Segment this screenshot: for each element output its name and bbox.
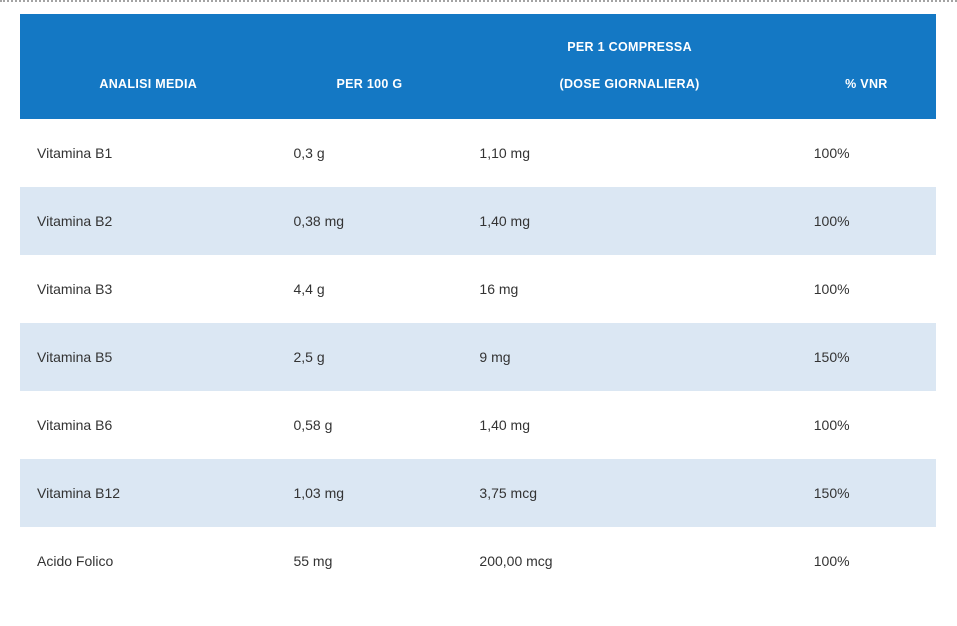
- cell-per-dose: 1,40 mg: [479, 417, 530, 433]
- table-header-row: ANALISI MEDIA PER 100 G PER 1 COMPRESSA …: [20, 14, 936, 119]
- table-row: Vitamina B6 0,58 g 1,40 mg 100%: [20, 391, 936, 459]
- cell-per-100g: 4,4 g: [293, 281, 325, 297]
- cell-vnr: 150%: [813, 349, 850, 365]
- cell-per-dose: 200,00 mcg: [479, 553, 553, 569]
- cell-per-100g: 1,03 mg: [293, 485, 345, 501]
- cell-nutrient-name: Vitamina B1: [37, 145, 113, 161]
- cell-per-dose: 9 mg: [479, 349, 511, 365]
- cell-nutrient-name: Vitamina B6: [37, 417, 113, 433]
- cell-vnr: 150%: [813, 485, 850, 501]
- col-header-label: ANALISI MEDIA: [99, 77, 198, 91]
- nutrition-table-container: ANALISI MEDIA PER 100 G PER 1 COMPRESSA …: [20, 14, 936, 595]
- cell-per-dose: 3,75 mcg: [479, 485, 537, 501]
- cell-per-dose: 16 mg: [479, 281, 519, 297]
- col-header-label: PER 1 COMPRESSA: [567, 40, 692, 54]
- col-header-per-compressa: PER 1 COMPRESSA (DOSE GIORNALIERA): [462, 14, 796, 119]
- col-header-sublabel: (DOSE GIORNALIERA): [559, 77, 700, 91]
- col-header-vnr: % VNR: [797, 14, 936, 119]
- cell-nutrient-name: Vitamina B5: [37, 349, 113, 365]
- table-row: Acido Folico 55 mg 200,00 mcg 100%: [20, 527, 936, 595]
- cell-nutrient-name: Acido Folico: [37, 553, 114, 569]
- cell-nutrient-name: Vitamina B3: [37, 281, 113, 297]
- cell-vnr: 100%: [813, 417, 850, 433]
- table-row: Vitamina B5 2,5 g 9 mg 150%: [20, 323, 936, 391]
- cell-vnr: 100%: [813, 553, 850, 569]
- cell-per-100g: 0,58 g: [293, 417, 333, 433]
- col-header-analisi-media: ANALISI MEDIA: [20, 14, 276, 119]
- nutrition-table: ANALISI MEDIA PER 100 G PER 1 COMPRESSA …: [20, 14, 936, 595]
- table-row: Vitamina B2 0,38 mg 1,40 mg 100%: [20, 187, 936, 255]
- cell-vnr: 100%: [813, 213, 850, 229]
- table-row: Vitamina B12 1,03 mg 3,75 mcg 150%: [20, 459, 936, 527]
- col-header-per-100g: PER 100 G: [276, 14, 462, 119]
- cell-per-100g: 2,5 g: [293, 349, 325, 365]
- cell-nutrient-name: Vitamina B2: [37, 213, 113, 229]
- cell-per-dose: 1,10 mg: [479, 145, 530, 161]
- cell-per-100g: 55 mg: [293, 553, 333, 569]
- cell-vnr: 100%: [813, 145, 850, 161]
- col-header-label: % VNR: [845, 77, 888, 91]
- cell-per-100g: 0,3 g: [293, 145, 325, 161]
- table-row: Vitamina B3 4,4 g 16 mg 100%: [20, 255, 936, 323]
- dotted-divider: [0, 0, 957, 2]
- col-header-label: PER 100 G: [336, 77, 403, 91]
- cell-per-100g: 0,38 mg: [293, 213, 345, 229]
- cell-per-dose: 1,40 mg: [479, 213, 530, 229]
- cell-vnr: 100%: [813, 281, 850, 297]
- table-row: Vitamina B1 0,3 g 1,10 mg 100%: [20, 119, 936, 187]
- cell-nutrient-name: Vitamina B12: [37, 485, 121, 501]
